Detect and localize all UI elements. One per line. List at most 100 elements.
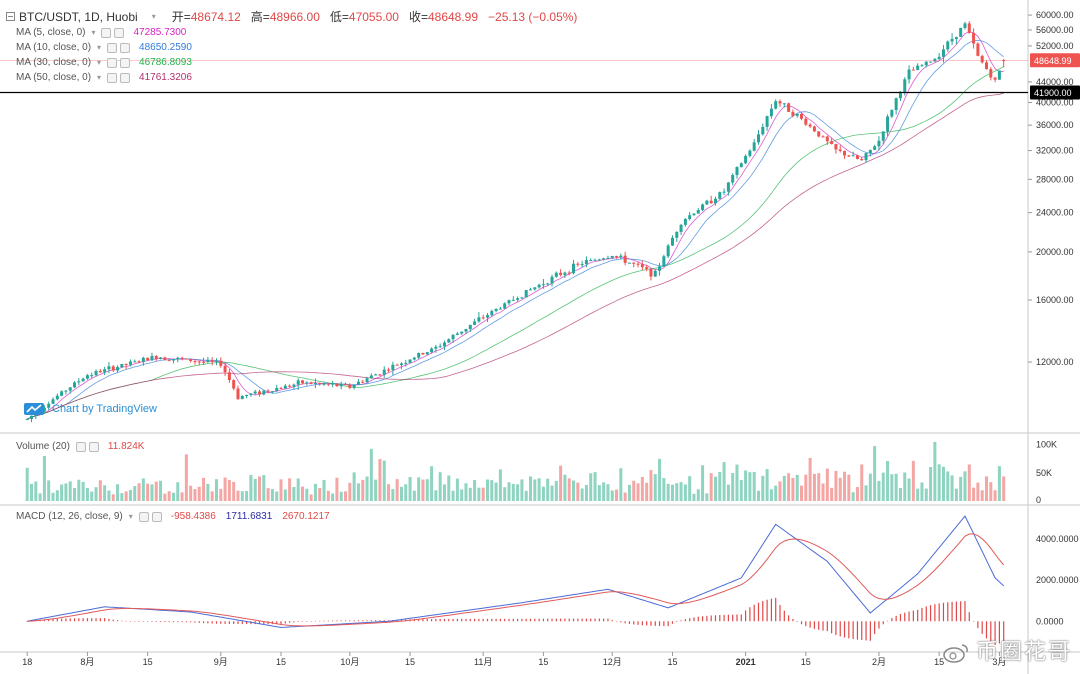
volume-bar — [111, 494, 115, 501]
close-icon[interactable] — [88, 441, 99, 452]
close-icon[interactable] — [120, 72, 131, 83]
indicator-ma5[interactable]: MA (5, close, 0) ▾ 47285.7300 — [16, 27, 186, 38]
volume-bar — [911, 460, 915, 501]
macd-histogram-bar — [921, 607, 923, 622]
settings-icon[interactable] — [138, 511, 149, 522]
close-icon[interactable] — [120, 42, 131, 53]
indicator-ma50[interactable]: MA (50, close, 0) ▾ 41761.3206 — [16, 72, 192, 83]
close-icon[interactable] — [151, 511, 162, 522]
candle-body — [141, 357, 145, 362]
macd-histogram-bar — [917, 609, 919, 622]
candle-body — [894, 98, 898, 111]
volume-legend[interactable]: Volume (20) 11.824K — [16, 441, 144, 452]
macd-legend[interactable]: MACD (12, 26, close, 9) ▾ -958.4386 1711… — [16, 511, 330, 522]
macd-histogram-bar — [676, 621, 678, 622]
candle-body — [292, 384, 296, 387]
volume-bar — [38, 493, 42, 501]
macd-histogram-bar — [878, 621, 880, 629]
macd-histogram-bar — [538, 618, 540, 622]
candle-body — [541, 284, 545, 286]
settings-icon[interactable] — [107, 72, 118, 83]
volume-bar — [473, 479, 477, 501]
volume-bar — [193, 489, 197, 501]
volume-bar — [223, 477, 227, 501]
macd-histogram-bar — [486, 618, 489, 622]
close-icon[interactable] — [120, 57, 131, 68]
macd-histogram-bar — [680, 620, 682, 622]
macd-histogram-bar — [349, 620, 351, 622]
macd-histogram-bar — [280, 621, 282, 625]
indicator-ma10[interactable]: MA (10, close, 0) ▾ 48650.2590 — [16, 42, 192, 53]
candle-body — [632, 262, 636, 264]
volume-bar — [554, 480, 558, 501]
indicator-ma30[interactable]: MA (30, close, 0) ▾ 46786.8093 — [16, 57, 192, 68]
chevron-down-icon[interactable]: ▾ — [91, 28, 96, 37]
volume-bar — [567, 478, 571, 501]
volume-bar — [468, 487, 472, 501]
settings-icon[interactable] — [101, 27, 112, 38]
volume-bar — [834, 470, 838, 501]
volume-bar — [180, 492, 184, 501]
candle-body — [670, 237, 674, 246]
candle-body — [322, 383, 326, 385]
settings-icon[interactable] — [75, 441, 86, 452]
collapse-icon[interactable] — [6, 12, 15, 21]
volume-bar — [791, 477, 795, 501]
macd-histogram-bar — [1003, 621, 1005, 643]
volume-bar — [107, 490, 111, 501]
macd-histogram-bar — [753, 604, 755, 622]
macd-histogram-bar — [138, 621, 140, 622]
candle-body — [240, 395, 244, 400]
macd-histogram-bar — [749, 607, 751, 622]
volume-bar — [361, 479, 365, 501]
chevron-down-icon[interactable]: ▾ — [128, 512, 133, 521]
candle-body — [980, 55, 984, 63]
close-icon[interactable] — [114, 27, 125, 38]
chevron-down-icon[interactable]: ▾ — [97, 73, 102, 82]
macd-histogram-bar — [473, 618, 476, 622]
macd-histogram-bar — [766, 599, 768, 622]
candle-body — [447, 339, 451, 343]
macd-histogram-bar — [603, 618, 605, 622]
candle-body — [615, 255, 619, 257]
candle-body — [692, 213, 696, 216]
macd-histogram-bar — [740, 614, 742, 622]
price-label-box — [1030, 53, 1080, 68]
volume-bar — [851, 492, 855, 501]
macd-histogram-bar — [529, 618, 532, 622]
chevron-down-icon[interactable]: ▾ — [97, 58, 102, 67]
candle-body — [967, 23, 971, 33]
chevron-down-icon[interactable]: ▾ — [151, 12, 156, 21]
candle-body — [756, 134, 761, 143]
volume-bar — [705, 493, 709, 501]
volume-bar — [916, 488, 920, 501]
macd-histogram-bar — [882, 621, 884, 625]
candle-body — [189, 358, 193, 362]
candle-body — [128, 361, 132, 365]
volume-bar — [430, 466, 434, 501]
macd-histogram-bar — [985, 621, 988, 639]
volume-bar — [610, 490, 614, 501]
macd-histogram-bar — [934, 604, 936, 622]
candle-body — [421, 352, 425, 355]
volume-bar — [442, 484, 446, 501]
macd-histogram-bar — [744, 610, 747, 622]
volume-bar — [171, 492, 175, 501]
macd-histogram-bar — [650, 621, 652, 626]
volume-bar — [800, 485, 804, 501]
volume-bar — [731, 473, 735, 501]
volume-bar — [236, 490, 240, 501]
candle-body — [563, 272, 567, 275]
chevron-down-icon[interactable]: ▾ — [97, 43, 102, 52]
indicator-value: 41761.3206 — [139, 72, 192, 83]
candle-body — [288, 385, 292, 387]
tradingview-watermark[interactable]: Chart by TradingView — [24, 403, 157, 415]
settings-icon[interactable] — [107, 42, 118, 53]
indicator-value: 46786.8093 — [139, 57, 192, 68]
candle-body — [369, 375, 373, 379]
volume-bar — [864, 485, 868, 501]
signal-line — [27, 533, 1005, 627]
volume-bar — [262, 475, 266, 501]
settings-icon[interactable] — [107, 57, 118, 68]
